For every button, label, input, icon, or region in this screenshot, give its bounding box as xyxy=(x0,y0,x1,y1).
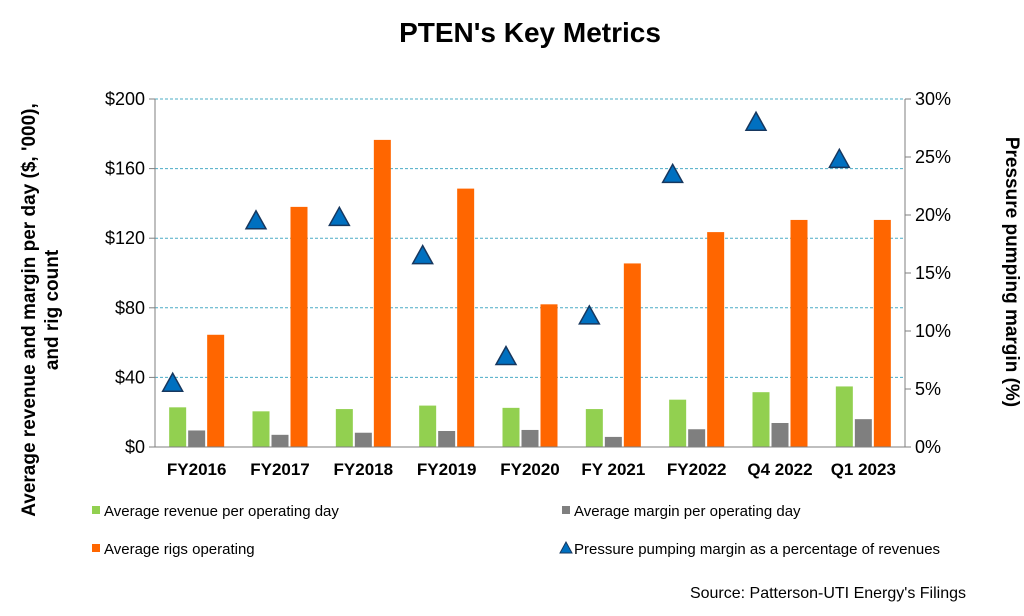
legend-label-average-revenue-per-operating-day: Average revenue per operating day xyxy=(104,503,339,520)
marker-pressure-pumping-margin xyxy=(661,162,684,184)
legend-label-pressure-pumping-margin-as-a-percentage-of-revenues: Pressure pumping margin as a percentage … xyxy=(574,541,940,558)
bar-average-margin-per-operating-day xyxy=(438,430,456,447)
left-tick-label: $40 xyxy=(115,367,145,387)
right-tick-label: 25% xyxy=(915,147,951,167)
legend-swatch-pressure-pumping-margin-as-a-percentage-of-revenues xyxy=(559,540,573,554)
marker-pressure-pumping-margin xyxy=(411,244,434,265)
marker-pressure-pumping-margin xyxy=(494,344,518,366)
bar-average-margin-per-operating-day xyxy=(854,419,872,447)
left-tick-label: $80 xyxy=(115,298,145,318)
bar-average-rigs-operating xyxy=(790,219,808,447)
chart-title: PTEN's Key Metrics xyxy=(399,17,661,48)
bar-average-rigs-operating xyxy=(540,304,558,447)
bar-average-revenue-per-operating-day xyxy=(335,409,353,447)
bar-average-margin-per-operating-day xyxy=(188,430,206,447)
category-label: FY2020 xyxy=(500,460,560,479)
bar-average-revenue-per-operating-day xyxy=(252,411,270,447)
left-axis-title-line-1: Average revenue and margin per day ($, '… xyxy=(19,103,40,517)
bar-average-revenue-per-operating-day xyxy=(585,409,603,447)
legend: Average revenue per operating day Average… xyxy=(92,503,940,558)
right-tick-label: 20% xyxy=(915,205,951,225)
plot-area: $0 $40 $80 $120 $160 $200 0% 5% 10% 15% 20% 25% 30% F… xyxy=(105,89,951,479)
right-tick-label: 15% xyxy=(915,263,951,283)
bar-average-revenue-per-operating-day xyxy=(752,392,770,447)
bar-average-rigs-operating xyxy=(290,206,308,447)
legend-swatch-average-revenue-per-operating-day xyxy=(92,506,100,514)
category-label: Q1 2023 xyxy=(831,460,896,479)
bar-average-rigs-operating xyxy=(207,334,225,447)
left-axis-title: Average revenue and margin per day ($, '… xyxy=(19,103,63,517)
left-axis-title-line-2: and rig count xyxy=(42,249,63,370)
marker-pressure-pumping-margin xyxy=(744,110,768,131)
left-tick-label: $0 xyxy=(125,437,145,457)
category-label: FY2022 xyxy=(667,460,727,479)
marker-pressure-pumping-margin xyxy=(828,147,851,169)
bar-average-revenue-per-operating-day xyxy=(502,407,520,447)
legend-label-average-rigs-operating: Average rigs operating xyxy=(104,541,255,558)
category-label: FY 2021 xyxy=(581,460,645,479)
legend-swatch-average-rigs-operating xyxy=(92,544,100,552)
category-label: FY2016 xyxy=(167,460,227,479)
source-note: Source: Patterson-UTI Energy's Filings xyxy=(690,585,966,602)
bar-average-rigs-operating xyxy=(373,139,391,447)
right-tick-label: 5% xyxy=(915,379,941,399)
legend-swatch-average-margin-per-operating-day xyxy=(562,506,570,514)
left-tick-label: $200 xyxy=(105,89,145,109)
bar-average-revenue-per-operating-day xyxy=(835,386,853,447)
bar-average-margin-per-operating-day xyxy=(354,432,372,447)
bar-average-revenue-per-operating-day xyxy=(669,399,687,447)
marker-pressure-pumping-margin xyxy=(328,205,351,227)
category-label: Q4 2022 xyxy=(747,460,812,479)
marker-pressure-pumping-margin xyxy=(578,304,601,325)
bar-average-margin-per-operating-day xyxy=(604,436,622,447)
right-tick-label: 0% xyxy=(915,437,941,457)
left-tick-label: $120 xyxy=(105,228,145,248)
bar-average-rigs-operating xyxy=(623,263,641,447)
right-axis-title: Pressure pumping margin (%) xyxy=(1001,137,1022,407)
bar-average-margin-per-operating-day xyxy=(521,429,539,447)
marker-pressure-pumping-margin xyxy=(244,209,268,230)
marker-pressure-pumping-margin xyxy=(161,371,184,392)
right-tick-label: 30% xyxy=(915,89,951,109)
bar-average-rigs-operating xyxy=(457,188,475,448)
bar-average-margin-per-operating-day xyxy=(271,434,289,447)
category-label: FY2018 xyxy=(334,460,394,479)
bar-average-revenue-per-operating-day xyxy=(419,405,437,447)
bar-average-margin-per-operating-day xyxy=(771,422,789,447)
legend-label-average-margin-per-operating-day: Average margin per operating day xyxy=(574,503,801,520)
right-tick-label: 10% xyxy=(915,321,951,341)
category-label: FY2019 xyxy=(417,460,477,479)
left-tick-label: $160 xyxy=(105,159,145,179)
bar-average-rigs-operating xyxy=(707,232,725,447)
bar-average-margin-per-operating-day xyxy=(688,429,706,447)
bar-average-rigs-operating xyxy=(873,219,891,447)
category-label: FY2017 xyxy=(250,460,310,479)
bar-average-revenue-per-operating-day xyxy=(169,407,187,447)
